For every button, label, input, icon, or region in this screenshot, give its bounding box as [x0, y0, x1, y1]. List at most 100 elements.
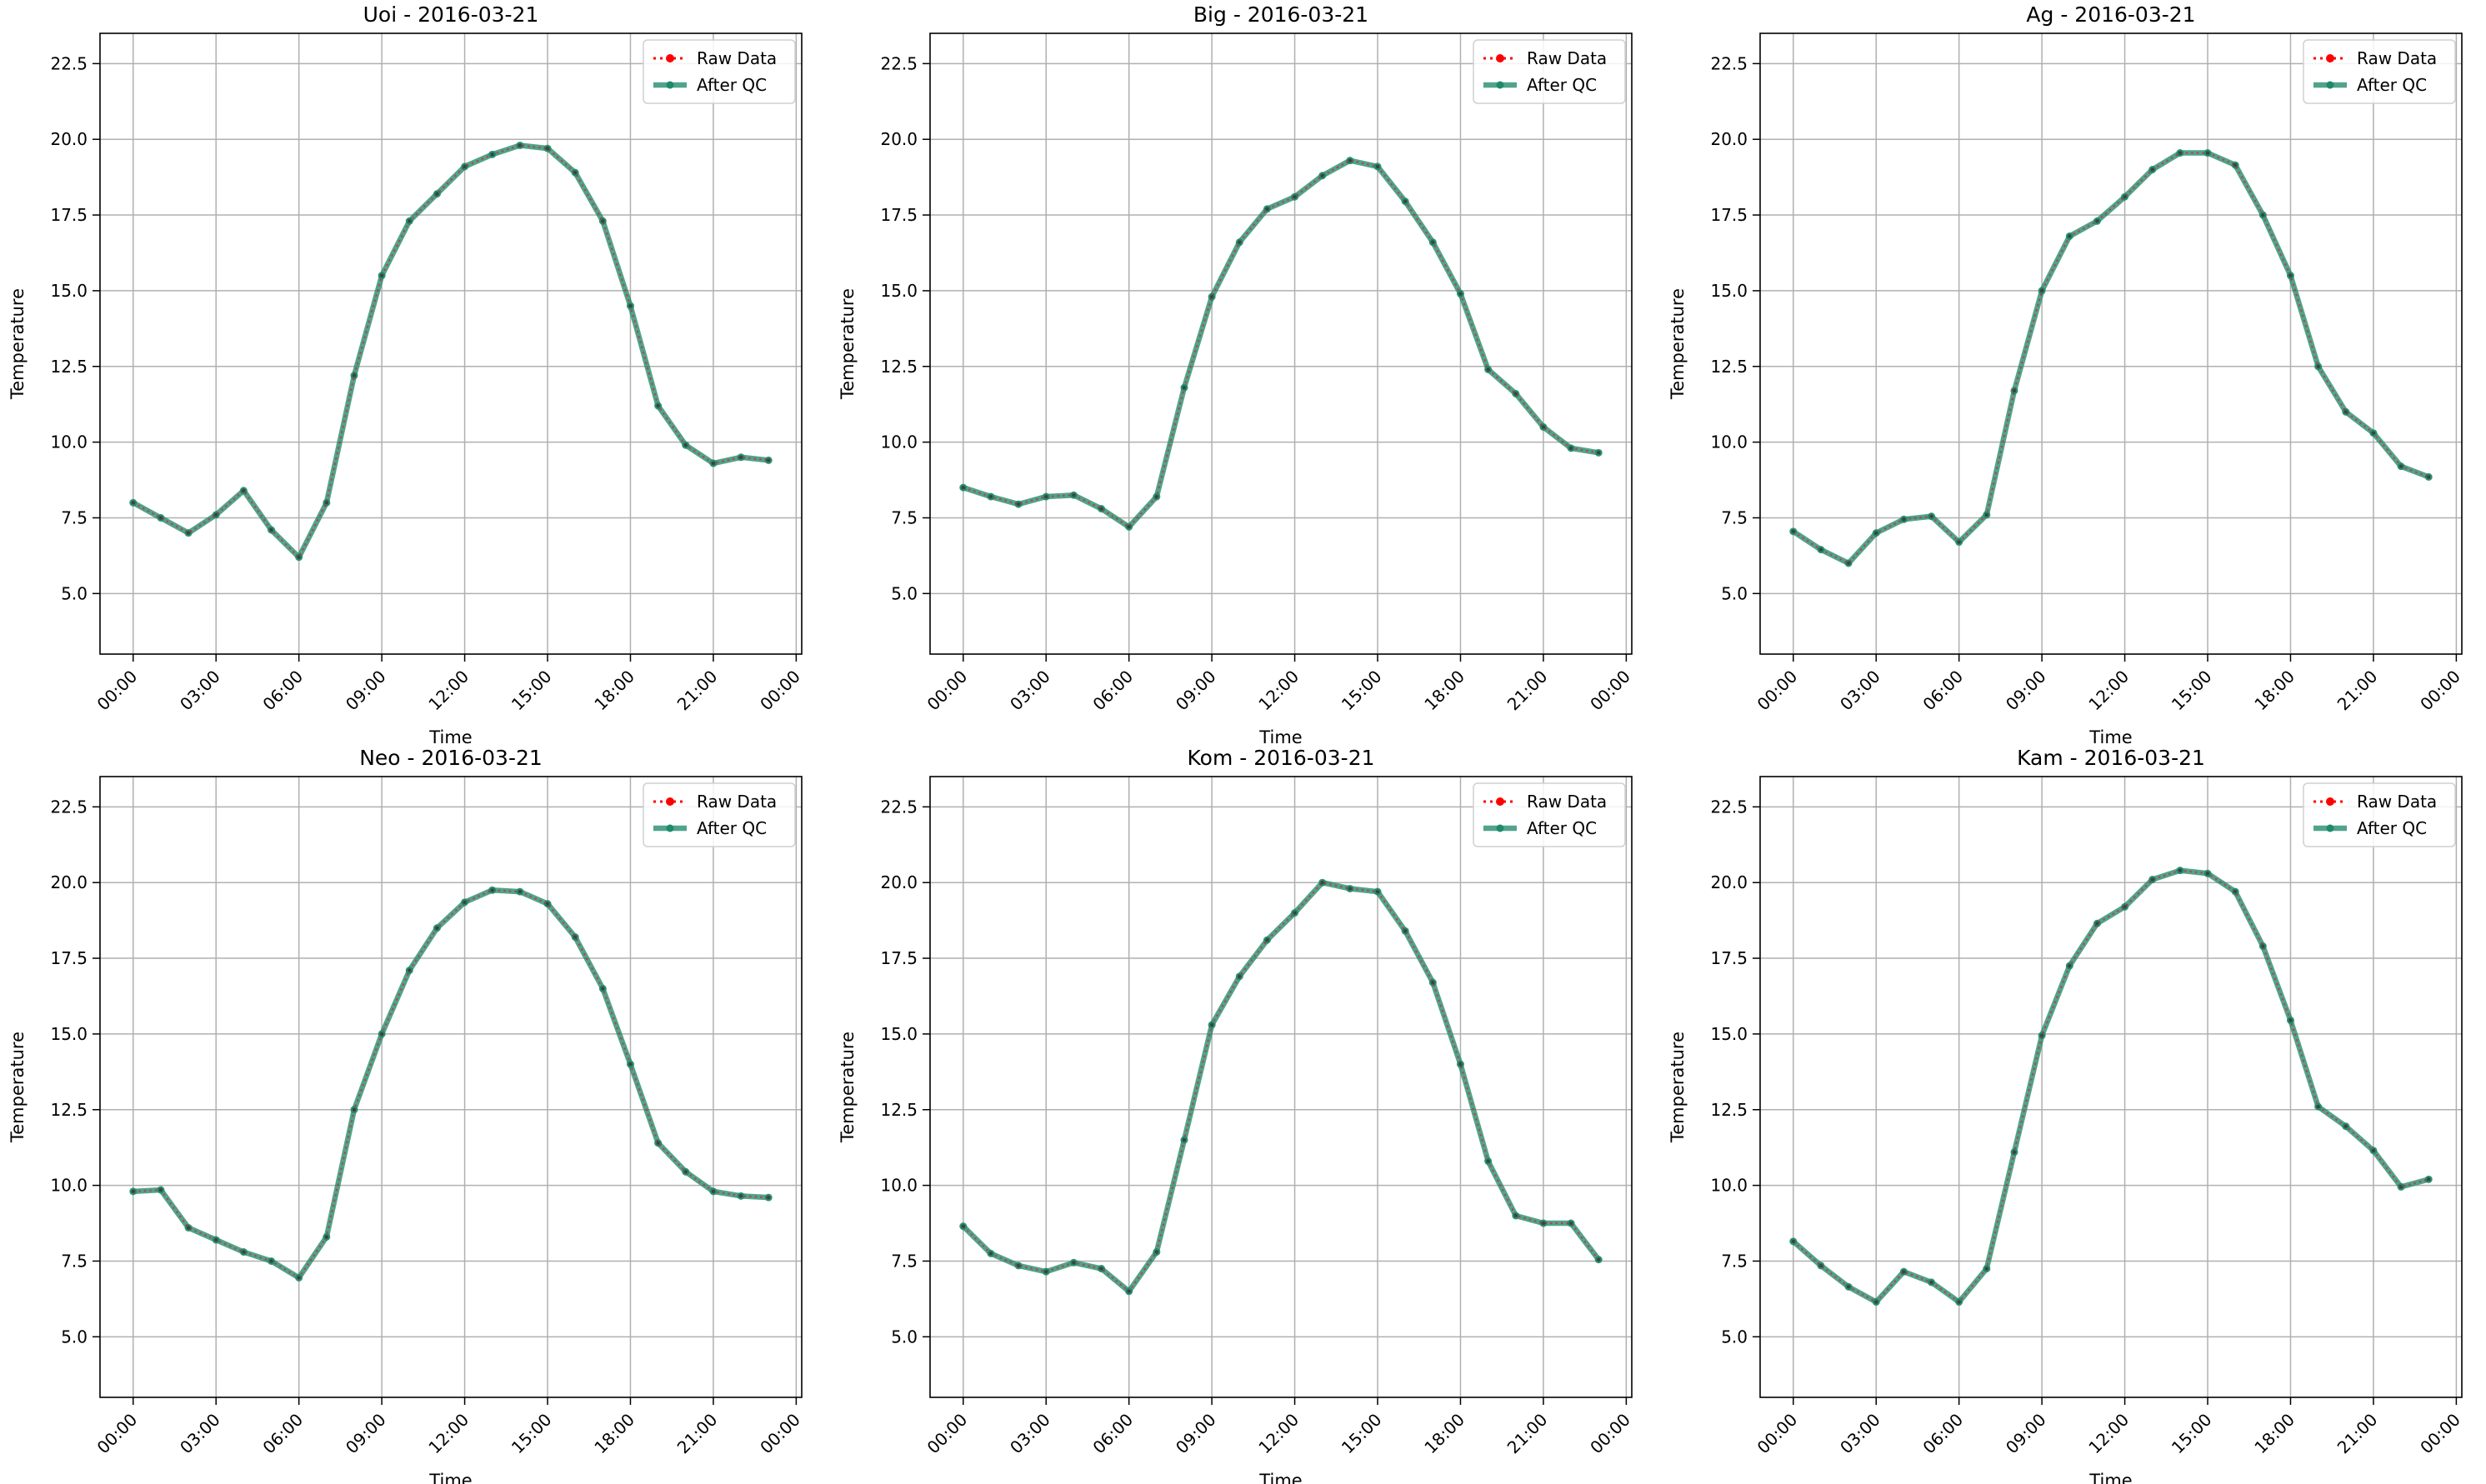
data-point-raw-data: [1348, 887, 1353, 891]
chart-title: Kam - 2016-03-21: [2017, 746, 2205, 770]
x-tick-label: 09:00: [2002, 1410, 2050, 1458]
x-tick-label: 18:00: [590, 667, 638, 715]
data-point-raw-data: [214, 1237, 218, 1242]
data-point-raw-data: [379, 273, 384, 277]
data-point-raw-data: [158, 1187, 163, 1192]
legend-label-after-qc: After QC: [1527, 75, 1597, 95]
data-point-raw-data: [767, 458, 771, 462]
y-tick-label: 22.5: [50, 797, 88, 817]
data-point-raw-data: [324, 501, 329, 505]
x-tick-label: 18:00: [590, 1410, 638, 1458]
x-tick-label: 09:00: [2002, 667, 2050, 715]
y-tick-label: 7.5: [1721, 507, 1748, 527]
data-point-raw-data: [490, 888, 494, 892]
plot-area-frame: [929, 776, 1633, 1398]
data-point-raw-data: [242, 1250, 246, 1254]
data-point-raw-data: [1099, 1267, 1103, 1271]
x-tick-label: 06:00: [1088, 667, 1137, 715]
y-tick-label: 15.0: [1710, 1024, 1748, 1044]
x-tick-label: 21:00: [1503, 1410, 1552, 1458]
y-axis-label: Temperature: [838, 288, 858, 400]
legend-label-after-qc: After QC: [2357, 818, 2427, 838]
x-tick-label: 09:00: [342, 667, 390, 715]
data-point-raw-data: [711, 1189, 716, 1194]
data-point-raw-data: [352, 373, 357, 377]
data-point-raw-data: [1458, 292, 1463, 296]
series-line-raw-data: [133, 889, 769, 1279]
data-point-raw-data: [2095, 922, 2099, 926]
data-point-raw-data: [518, 889, 523, 894]
data-point-raw-data: [2261, 212, 2265, 217]
data-point-raw-data: [2316, 364, 2320, 368]
data-point-raw-data: [961, 1224, 965, 1228]
y-axis-label: Temperature: [838, 1032, 858, 1143]
chart-panel: Big - 2016-03-21 5.0 7.5 10.0 12.5 15.0 17.5 20…: [838, 2, 1634, 747]
legend-label-raw-data: Raw Data: [697, 48, 777, 68]
legend-label-raw-data: Raw Data: [1527, 48, 1607, 68]
series-line-after-qc: [130, 887, 772, 1281]
data-point-raw-data: [1293, 195, 1297, 199]
data-point-raw-data: [2233, 889, 2238, 894]
data-point-raw-data: [463, 164, 467, 169]
y-tick-label: 10.0: [50, 1176, 88, 1196]
data-point-raw-data: [1597, 1257, 1601, 1262]
data-point-raw-data: [1209, 1022, 1214, 1027]
plot-area-frame: [1759, 776, 2463, 1398]
series-line-raw-data: [1793, 869, 2429, 1304]
y-tick-label: 15.0: [50, 1024, 88, 1044]
legend: Raw Data After QC: [2303, 39, 2456, 104]
data-point-raw-data: [1016, 1263, 1021, 1268]
y-tick-label: 7.5: [61, 1251, 88, 1271]
x-tick-label: 00:00: [93, 667, 142, 715]
legend: Raw Data After QC: [1473, 782, 1626, 847]
data-point-raw-data: [297, 555, 301, 559]
data-point-raw-data: [656, 1141, 660, 1145]
x-tick-label: 06:00: [258, 1410, 307, 1458]
legend-marker-after-qc: [1496, 824, 1504, 832]
x-tick-label: 06:00: [258, 667, 307, 715]
x-tick-label: 09:00: [1172, 1410, 1220, 1458]
data-point-raw-data: [131, 1189, 135, 1194]
legend-marker-after-qc: [666, 824, 674, 832]
legend-marker-raw-data: [2326, 797, 2334, 806]
y-tick-label: 20.0: [50, 129, 88, 149]
data-point-raw-data: [1541, 1221, 1546, 1226]
chart-title: Uoi - 2016-03-21: [363, 2, 539, 27]
series-line-after-qc: [130, 142, 772, 560]
data-point-raw-data: [2123, 195, 2127, 199]
x-tick-label: 18:00: [2250, 1410, 2298, 1458]
x-tick-label: 06:00: [1918, 1410, 1967, 1458]
data-point-raw-data: [1072, 493, 1076, 497]
x-tick-label: 00:00: [756, 1410, 804, 1458]
data-point-raw-data: [1818, 547, 1823, 552]
data-point-raw-data: [1486, 367, 1490, 372]
y-tick-label: 12.5: [50, 1100, 88, 1120]
x-tick-label: 12:00: [1254, 1410, 1303, 1458]
data-point-raw-data: [1127, 1289, 1131, 1294]
data-point-raw-data: [1957, 540, 1961, 544]
y-axis-label: Temperature: [1668, 288, 1688, 400]
y-tick-label: 15.0: [880, 1024, 918, 1044]
legend-label-raw-data: Raw Data: [1527, 792, 1607, 812]
y-tick-label: 7.5: [61, 507, 88, 527]
data-point-raw-data: [1182, 385, 1187, 390]
data-point-raw-data: [1238, 974, 1242, 979]
legend-marker-raw-data: [1496, 54, 1504, 62]
y-tick-label: 17.5: [880, 948, 918, 968]
x-tick-label: 00:00: [923, 1410, 972, 1458]
series-line-after-qc: [1790, 867, 2432, 1305]
data-point-raw-data: [408, 968, 412, 972]
x-tick-label: 00:00: [93, 1410, 142, 1458]
data-point-raw-data: [1818, 1263, 1823, 1268]
legend-label-raw-data: Raw Data: [2357, 792, 2437, 812]
y-tick-label: 10.0: [1710, 432, 1748, 452]
legend: Raw Data After QC: [2303, 782, 2456, 847]
y-tick-label: 5.0: [61, 1327, 88, 1347]
data-point-raw-data: [1375, 889, 1380, 894]
x-tick-label: 18:00: [1420, 667, 1468, 715]
data-point-raw-data: [1568, 1221, 1573, 1226]
y-tick-label: 10.0: [880, 1176, 918, 1196]
data-point-raw-data: [1486, 1159, 1490, 1163]
y-tick-label: 12.5: [1710, 357, 1748, 377]
y-tick-label: 20.0: [880, 129, 918, 149]
